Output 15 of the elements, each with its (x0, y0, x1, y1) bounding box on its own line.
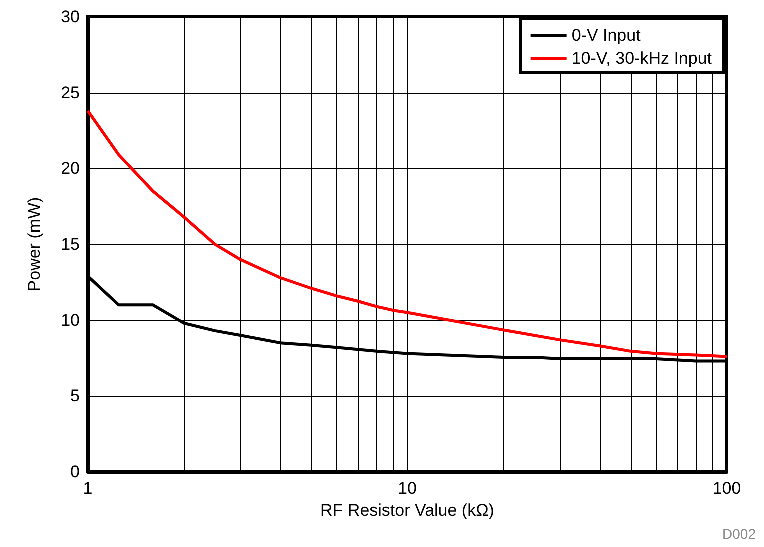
y-tick-label: 0 (70, 462, 80, 482)
y-tick-label: 25 (61, 83, 80, 102)
y-tick-label: 10 (61, 310, 80, 330)
x-tick-label: 10 (398, 479, 417, 498)
x-tick-label: 100 (712, 479, 742, 498)
x-tick-label: 1 (83, 479, 93, 498)
y-tick-label: 15 (61, 235, 80, 254)
x-axis-title: RF Resistor Value (kΩ) (320, 500, 494, 520)
y-tick-label: 20 (61, 159, 80, 178)
legend-label: 10-V, 30-kHz Input (572, 49, 712, 68)
y-tick-label: 30 (61, 8, 80, 26)
text: D002 (722, 526, 756, 542)
legend-label: 0-V Input (572, 26, 642, 45)
y-axis-title: Power (mW) (25, 197, 44, 292)
y-tick-label: 5 (70, 386, 80, 406)
